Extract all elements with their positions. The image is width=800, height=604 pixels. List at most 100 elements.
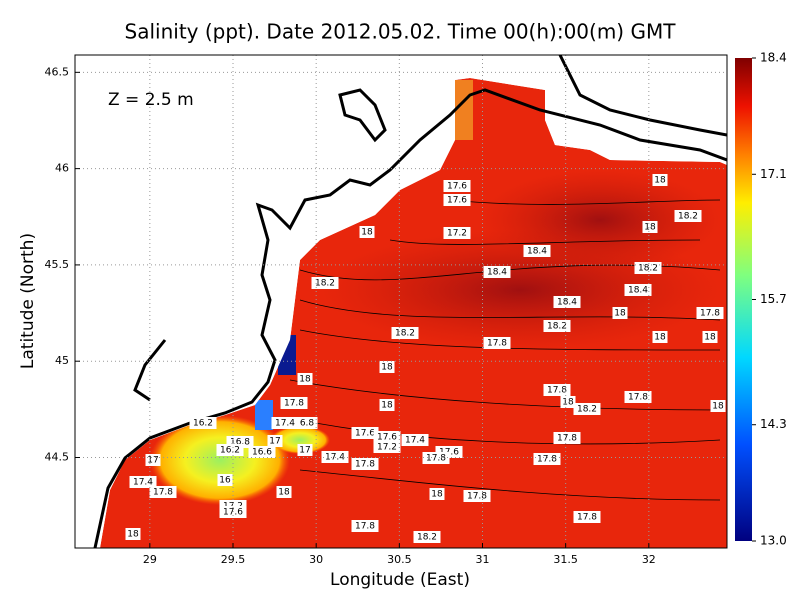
river-edge	[455, 80, 473, 140]
contour-label: 18.4	[527, 247, 547, 257]
contour-label-box	[652, 331, 668, 343]
contour-label: 18	[381, 401, 393, 411]
contour-label-box	[702, 331, 718, 343]
x-tick-label: 29.5	[221, 553, 246, 566]
contour-label: 18	[278, 488, 290, 498]
contour-label-box	[149, 486, 177, 498]
contour-label: 17.8	[487, 339, 507, 349]
contour-label-box	[573, 403, 601, 415]
contour-label: 18	[614, 309, 626, 319]
contour-label-box	[145, 454, 161, 466]
y-tick-label: 45	[55, 354, 69, 367]
coastline	[93, 88, 727, 548]
contour-label-box	[189, 417, 217, 429]
contour-label: 17	[269, 437, 280, 447]
contour-label: 18.2	[417, 533, 437, 543]
contour-label-box	[573, 511, 601, 523]
y-axis-label: Latitude (North)	[18, 233, 38, 369]
depth-annotation: Z = 2.5 m	[108, 90, 194, 110]
contour-label-box	[297, 373, 313, 385]
contour-label-box	[267, 435, 283, 447]
contour-label-box	[422, 452, 450, 464]
x-tick-label: 29	[143, 553, 157, 566]
y-tick-label: 44.5	[45, 450, 70, 463]
contour-label: 16.2	[220, 446, 240, 456]
contour-label: 6.8	[300, 419, 315, 429]
contour-label: 17.8	[700, 309, 720, 319]
contour-label-box	[373, 441, 401, 453]
contour-label: 18	[127, 530, 139, 540]
land	[75, 55, 727, 548]
contour-label-box	[248, 446, 276, 458]
contour-label: 16.6	[252, 448, 272, 458]
contour-label-box	[413, 531, 441, 543]
contour-label-box	[553, 296, 581, 308]
contour-label: 17.6	[355, 429, 375, 439]
low-salinity	[150, 415, 290, 505]
contour-label: 17.2	[377, 443, 397, 453]
contour-label: 18	[654, 176, 666, 186]
contour-label: 17.8	[628, 393, 648, 403]
contour-label: 17.6	[377, 433, 397, 443]
contour-label-box	[624, 284, 652, 296]
contour-label: 17.8	[153, 488, 173, 498]
contour-label-box	[296, 417, 318, 429]
contour-label-box	[351, 458, 379, 470]
contour-label: 18.2	[577, 405, 597, 415]
contour-label: 18	[299, 375, 311, 385]
coastline	[338, 88, 387, 143]
contour-label-box	[391, 327, 419, 339]
contour-label: 18.2	[638, 264, 658, 274]
contour-label: 17.6	[447, 182, 467, 192]
contour-label-box	[351, 427, 379, 439]
contour-label-box	[217, 474, 233, 486]
contour-label-box	[560, 396, 576, 408]
contour-label: 17.8	[547, 386, 567, 396]
contour-label: 17.6	[223, 508, 243, 518]
contour-label-box	[443, 194, 471, 206]
y-tick-label: 46.5	[45, 65, 70, 78]
contour-label: 17.8	[557, 434, 577, 444]
contour-label-box	[463, 490, 491, 502]
contour-label-box	[297, 444, 313, 456]
contour-label-box	[553, 432, 581, 444]
x-tick-label: 32	[642, 553, 656, 566]
contour-label-box	[523, 245, 551, 257]
contour-label-box	[543, 320, 571, 332]
contour-label-box	[710, 400, 726, 412]
contour-label-box	[443, 227, 471, 239]
contour-label: 16.8	[230, 438, 250, 448]
contour-label: 16.2	[193, 419, 213, 429]
contour-label-box	[543, 384, 571, 396]
colorbar-label: 18.4	[760, 51, 787, 65]
contour-label: 18.4	[628, 286, 648, 296]
contour-label: 17.8	[467, 492, 487, 502]
contour-label: 17.8	[577, 513, 597, 523]
contour-label-box	[429, 488, 445, 500]
contour-label-box	[379, 399, 395, 411]
contour-label: 18.4	[557, 298, 577, 308]
contour-label: 18.2	[678, 212, 698, 222]
contour-label-box	[379, 361, 395, 373]
contour-label: 17.8	[426, 454, 446, 464]
colorbar-label: 14.3	[760, 417, 787, 431]
contour-label: 17.4	[133, 478, 153, 488]
contour-label: 18	[361, 228, 373, 238]
contour-label-box	[634, 262, 662, 274]
colorbar-label: 17.1	[760, 167, 787, 181]
contour-label-box	[401, 434, 429, 446]
field: 17.617.618 17.218.418.41818.21818.218.418…	[75, 55, 727, 548]
contour-label-box	[351, 520, 379, 532]
colorbar-label: 13.0	[760, 534, 787, 548]
contour-label: 18	[562, 398, 574, 408]
x-tick-label: 31	[476, 553, 490, 566]
contour-label: 18	[381, 363, 393, 373]
coastline	[558, 55, 727, 137]
contour-label-box	[483, 337, 511, 349]
contour-label: 18	[654, 333, 666, 343]
contour-label-box	[443, 180, 471, 192]
contour-label: 17.4	[405, 436, 425, 446]
contour-label-box	[652, 174, 668, 186]
colorbar-label: 15.7	[760, 292, 787, 306]
